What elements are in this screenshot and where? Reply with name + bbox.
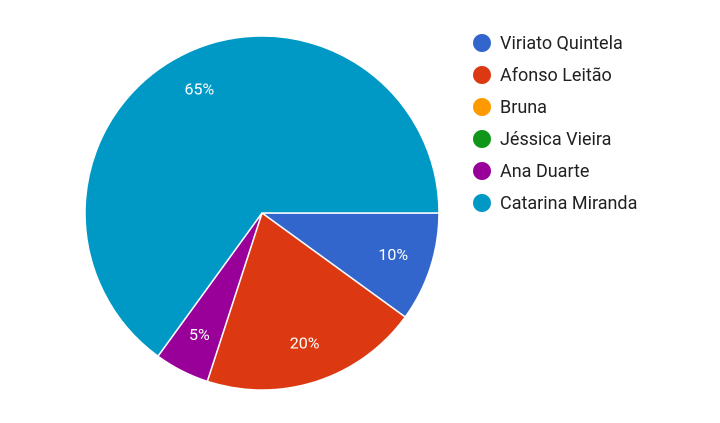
legend-marker xyxy=(473,162,491,180)
slice-label: 65% xyxy=(184,79,214,98)
legend-marker xyxy=(473,34,491,52)
pie-slice xyxy=(206,211,407,391)
slice-label: 5% xyxy=(189,325,210,344)
legend-label: Viriato Quintela xyxy=(500,33,623,54)
legend-marker xyxy=(473,130,491,148)
slice-label: 20% xyxy=(290,333,320,352)
pie-slice xyxy=(259,212,440,319)
legend-marker xyxy=(473,194,491,212)
legend-label: Catarina Miranda xyxy=(500,193,637,214)
legend-label: Bruna xyxy=(500,97,547,118)
slice-label: 10% xyxy=(378,245,408,264)
legend-marker xyxy=(473,66,491,84)
pie-slice xyxy=(84,35,440,358)
legend-label: Jéssica Vieira xyxy=(500,129,611,150)
legend-label: Afonso Leitão xyxy=(500,65,612,86)
legend-label: Ana Duarte xyxy=(500,161,589,182)
legend-marker xyxy=(473,98,491,116)
